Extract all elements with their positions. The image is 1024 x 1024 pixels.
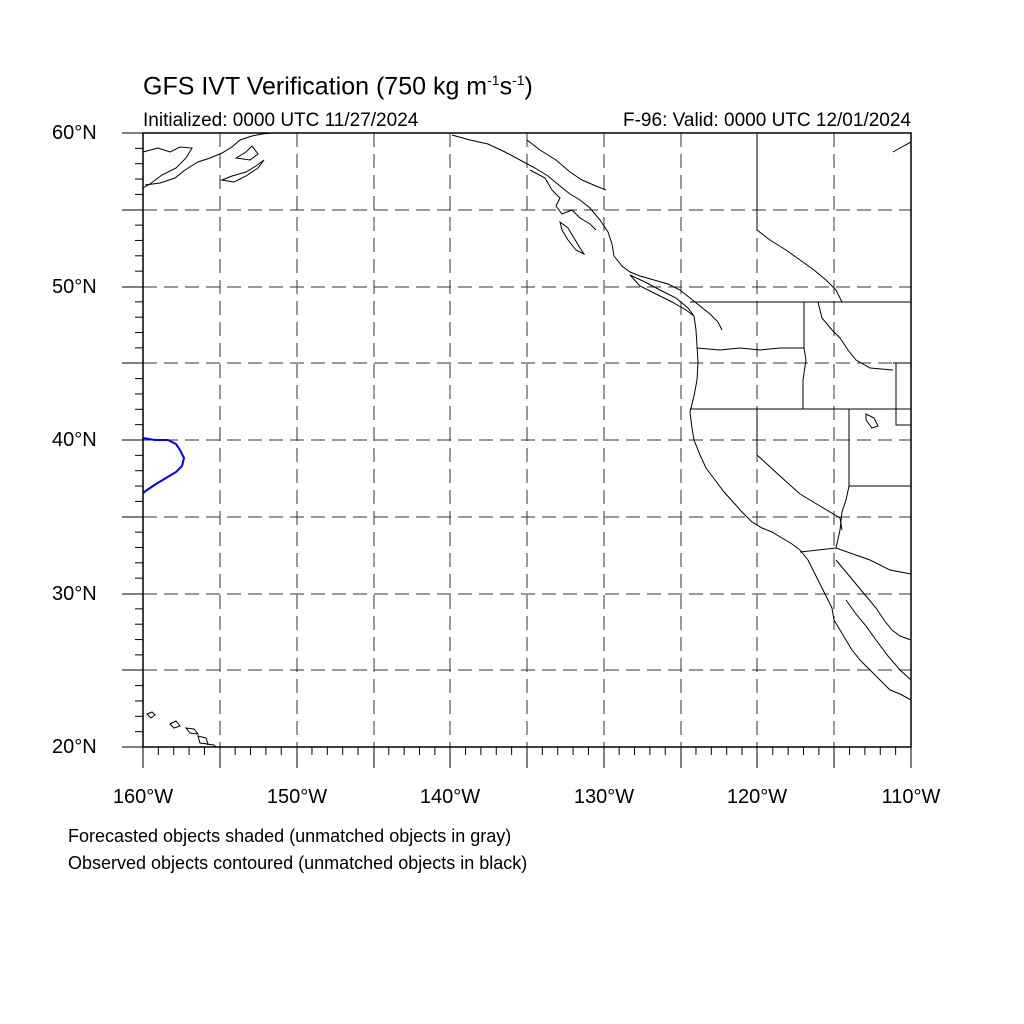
id-mt-border bbox=[817, 301, 894, 371]
hudson-bay-edge bbox=[892, 141, 912, 153]
lat-label-20n: 20°N bbox=[52, 736, 97, 758]
id-west-border bbox=[802, 302, 807, 409]
alaska-south-coast bbox=[144, 132, 273, 186]
lat-label-40n: 40°N bbox=[52, 429, 97, 451]
bc-coast bbox=[613, 255, 723, 331]
lat-label-30n: 30°N bbox=[52, 583, 97, 605]
oahu bbox=[169, 720, 181, 729]
wa-or-border bbox=[696, 347, 804, 351]
alaska-peninsula-coast bbox=[142, 146, 193, 189]
map-title: GFS IVT Verification (750 kg m-1s-1) bbox=[143, 72, 533, 101]
haida-gwaii bbox=[559, 220, 586, 256]
lon-label-140w: 140°W bbox=[419, 786, 481, 808]
wy-west-border bbox=[895, 363, 911, 426]
mexico-southern-coast bbox=[889, 689, 912, 701]
initialized-label: Initialized: 0000 UTC 11/27/2024 bbox=[143, 110, 419, 131]
forecast-objects-note: Forecasted objects shaded (unmatched obj… bbox=[68, 826, 512, 846]
us-west-coast bbox=[689, 315, 801, 551]
lon-label-160w: 160°W bbox=[112, 786, 174, 808]
kenai-coast bbox=[234, 145, 259, 161]
big-island bbox=[197, 735, 209, 745]
gulf-of-alaska-coast bbox=[451, 134, 615, 257]
lat-lon-grid bbox=[143, 133, 911, 747]
nv-ut-border bbox=[848, 409, 911, 487]
maui bbox=[184, 727, 200, 735]
ca-nv-border bbox=[756, 409, 843, 531]
lon-label-130w: 130°W bbox=[573, 786, 635, 808]
observed-objects-note: Observed objects contoured (unmatched ob… bbox=[68, 853, 528, 873]
political-boundaries bbox=[526, 133, 912, 575]
hawaiian-islands bbox=[146, 711, 217, 748]
alaska-canada-border bbox=[526, 139, 607, 191]
vancouver-island bbox=[629, 274, 695, 317]
coastlines bbox=[142, 132, 912, 701]
lon-label-150w: 150°W bbox=[266, 786, 328, 808]
axis-ticks bbox=[122, 132, 912, 768]
kauai bbox=[146, 711, 156, 719]
lat-label-50n: 50°N bbox=[52, 276, 97, 298]
kodiak-island bbox=[220, 159, 265, 183]
mainland-mexico-coast bbox=[845, 599, 912, 681]
us-mexico-border bbox=[799, 547, 912, 575]
valid-time-label: F-96: Valid: 0000 UTC 12/01/2024 bbox=[623, 110, 911, 131]
observed-ivt-object-contour bbox=[142, 437, 186, 494]
gulf-of-california-east bbox=[835, 559, 912, 641]
southeast-alaska-islands bbox=[529, 169, 597, 231]
lat-label-60n: 60°N bbox=[52, 122, 97, 144]
great-salt-lake bbox=[865, 413, 879, 429]
lon-label-120w: 120°W bbox=[726, 786, 788, 808]
baja-california-west bbox=[799, 549, 891, 691]
az-west-border bbox=[835, 485, 850, 549]
minor-ticks bbox=[135, 147, 897, 755]
bc-alberta-border bbox=[756, 133, 843, 303]
lon-label-110w: 110°W bbox=[881, 786, 941, 808]
